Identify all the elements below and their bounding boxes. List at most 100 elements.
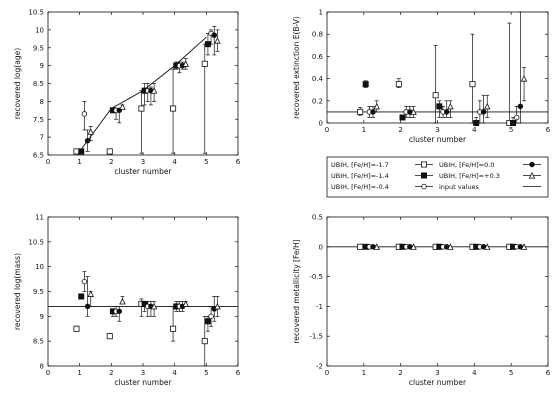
data-point <box>106 333 113 340</box>
x-axis-label: cluster number <box>114 167 172 176</box>
y-tick-label: 10 <box>35 263 44 271</box>
y-tick-label: 9 <box>40 313 44 321</box>
y-tick-label: 8.5 <box>33 338 44 346</box>
chart-panel-2: 0 1 2 3 4 5 6 0 0.2 0.4 0.6 0.8 1 cluster number recov… <box>292 9 551 145</box>
x-tick-label: 0 <box>46 158 50 166</box>
legend-marker <box>420 172 427 179</box>
data-point <box>182 300 189 307</box>
data-point <box>201 338 208 345</box>
x-tick-label: 6 <box>236 158 241 166</box>
data-point <box>370 109 376 115</box>
y-tick-label: 0.2 <box>312 97 323 105</box>
y-tick-label: 9.5 <box>33 288 44 296</box>
data-point <box>182 60 189 67</box>
data-point <box>214 302 221 310</box>
x-tick-label: 2 <box>109 158 113 166</box>
data-point <box>373 102 380 110</box>
x-tick-label: 6 <box>236 369 241 377</box>
data-point <box>119 297 126 305</box>
y-tick-label: 1 <box>319 9 323 17</box>
x-axis-label: cluster number <box>409 135 467 144</box>
x-tick-label: 3 <box>141 158 145 166</box>
x-tick-label: 5 <box>509 126 513 134</box>
plot-frame <box>326 216 549 367</box>
data-point <box>138 105 145 112</box>
y-tick-label: 6.5 <box>33 152 44 160</box>
data-point <box>81 111 88 117</box>
data-point <box>447 102 454 110</box>
x-tick-label: 6 <box>546 126 551 134</box>
data-point <box>211 32 217 38</box>
data-point <box>150 302 158 310</box>
legend-label: UBIH, [Fe/H]=-1.4 <box>331 172 389 180</box>
y-tick-label: 0.8 <box>312 31 323 39</box>
x-tick-label: 2 <box>109 369 113 377</box>
plot-frame <box>47 216 239 367</box>
y-tick-label: 0 <box>319 243 323 251</box>
data-point <box>357 108 364 115</box>
x-tick-label: 4 <box>172 158 177 166</box>
x-tick-label: 4 <box>472 369 477 377</box>
data-point <box>87 128 94 135</box>
data-point <box>362 81 369 88</box>
data-point <box>214 37 221 44</box>
legend-label: UBIH, [Fe/H]=+0.3 <box>439 172 500 180</box>
y-tick-label: 10.5 <box>28 238 44 246</box>
x-tick-label: 3 <box>141 369 145 377</box>
data-point <box>373 243 380 250</box>
data-point <box>357 243 364 250</box>
data-point <box>483 243 491 250</box>
legend-marker <box>420 161 427 168</box>
y-tick-label: 0.5 <box>312 214 323 222</box>
y-tick-label: -2 <box>316 363 323 371</box>
data-point <box>170 105 177 112</box>
y-tick-label: 7 <box>40 134 44 142</box>
y-tick-label: 8 <box>40 98 44 106</box>
data-point <box>410 108 417 115</box>
input-values-line <box>79 36 207 152</box>
data-point <box>513 114 520 121</box>
x-tick-label: 3 <box>435 126 439 134</box>
x-tick-label: 6 <box>546 369 551 377</box>
data-point <box>483 102 491 110</box>
y-tick-label: 10 <box>35 26 44 34</box>
x-tick-label: 0 <box>325 126 329 134</box>
y-axis-label: recovered extinction E(B-V) <box>292 16 301 119</box>
data-point <box>443 109 450 115</box>
data-point <box>520 75 528 82</box>
data-point <box>208 313 214 320</box>
legend-marker <box>421 183 427 190</box>
x-tick-label: 2 <box>398 369 402 377</box>
y-tick-label: -1.5 <box>309 333 323 341</box>
x-tick-label: 1 <box>362 126 366 134</box>
y-tick-label: -0.5 <box>309 273 323 281</box>
x-tick-label: 4 <box>172 369 177 377</box>
data-point <box>204 318 211 325</box>
data-point <box>78 293 85 300</box>
x-tick-label: 1 <box>362 369 366 377</box>
y-tick-label: 8 <box>40 363 44 371</box>
x-axis-label: cluster number <box>409 378 467 387</box>
data-point <box>150 87 158 94</box>
y-axis-label: recovered log(mass) <box>13 253 22 330</box>
data-point <box>119 103 126 110</box>
y-tick-label: 9.5 <box>33 44 44 52</box>
x-axis-label: cluster number <box>114 378 172 387</box>
x-tick-label: 5 <box>204 369 208 377</box>
legend-label: UBIH, [Fe/H]=0.0 <box>439 161 494 169</box>
legend: UBIH, [Fe/H]=-1.7 UBIH, [Fe/H]=0.0 UBIH, [… <box>326 156 549 198</box>
y-tick-label: 9 <box>40 62 44 70</box>
data-point <box>170 325 177 332</box>
x-tick-label: 5 <box>509 369 513 377</box>
data-point <box>81 278 88 285</box>
y-tick-label: 11 <box>35 214 44 222</box>
chart-panel-1: 0 1 2 3 4 5 6 6.5 7 7.5 8 8.5 9 9.5 10 10.5 cluster numb… <box>13 9 241 177</box>
x-tick-label: 1 <box>77 369 81 377</box>
legend-marker <box>528 172 536 179</box>
y-tick-label: 7.5 <box>33 116 44 124</box>
data-point <box>469 81 476 88</box>
y-tick-label: 10.5 <box>28 9 44 17</box>
chart-panel-4: 0 1 2 3 4 5 6 -2 -1.5 -1 -0.5 0 0.5 cluster number rec… <box>292 214 551 388</box>
x-tick-label: 1 <box>77 158 81 166</box>
